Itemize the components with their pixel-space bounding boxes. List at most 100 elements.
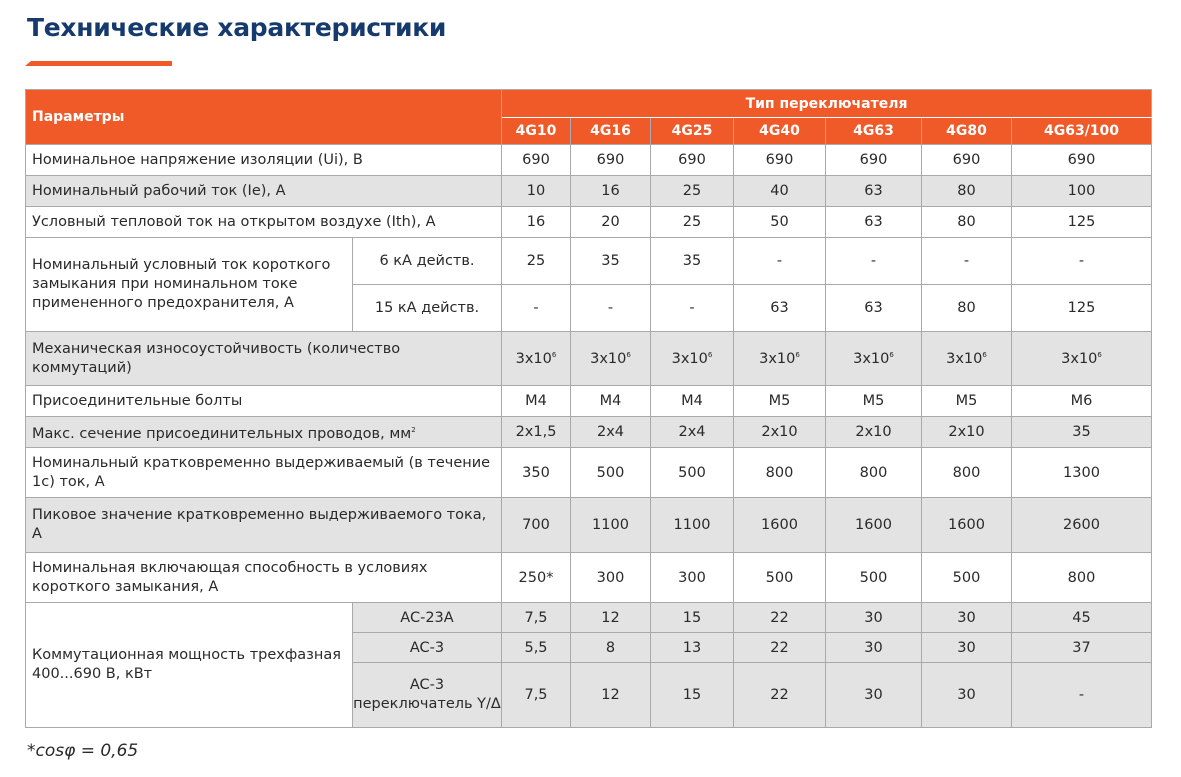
table-cell: 2x4 [570,416,651,448]
table-row: Номинальное напряжение изоляции (Ui), В … [25,144,1153,176]
table-row: Присоединительные болты M4 M4 M4 M5 M5 M… [25,385,1153,417]
table-cell: - [921,237,1012,285]
table-cell: 1100 [650,497,734,553]
table-cell: 2x10 [733,416,826,448]
table-row: Номинальный кратковременно выдерживаемый… [25,447,1153,498]
table-cell: 15 [650,662,734,728]
table-row: AC-3 5,5 8 13 22 30 30 37 [26,632,1153,663]
table-cell: 5,5 [501,632,571,663]
table-cell: 3x106 [733,331,826,386]
title-accent-bar [25,61,172,66]
table-cell: M4 [650,385,734,417]
row-sublabel: 15 кА действ. [352,284,502,332]
table-cell: 25 [650,206,734,238]
header-model: 4G80 [921,117,1012,145]
table-cell: 35 [650,237,734,285]
table-cell: 1600 [733,497,826,553]
table-cell: 50 [733,206,826,238]
specifications-table: Параметры Тип переключателя 4G10 4G16 4G… [25,89,1153,728]
table-cell: 10 [501,175,571,207]
table-cell: 500 [570,447,651,498]
table-cell: 690 [921,144,1012,176]
table-cell: 37 [1010,632,1153,663]
table-cell: 15 [650,602,734,633]
table-cell: 12 [570,662,651,728]
table-cell: 1300 [1010,447,1153,498]
table-cell: 13 [650,632,734,663]
table-cell: 3x106 [501,331,571,386]
table-cell: 690 [501,144,571,176]
table-cell: 25 [501,237,571,285]
table-cell: 30 [825,632,922,663]
table-row: Номинальная включающая способность в усл… [25,552,1153,603]
table-row: Пиковое значение кратковременно выдержив… [25,497,1153,553]
table-row: Макс. сечение присоединительных проводов… [25,416,1153,448]
header-model: 4G40 [733,117,826,145]
table-cell: 800 [733,447,826,498]
table-cell: 690 [570,144,651,176]
table-cell: 250* [501,552,571,603]
table-cell: M5 [733,385,826,417]
table-cell: 700 [501,497,571,553]
table-cell: 1100 [570,497,651,553]
row-label: Номинальная включающая способность в усл… [25,552,502,603]
table-cell: 125 [1010,284,1153,332]
table-cell: 63 [825,206,922,238]
header-model: 4G25 [650,117,734,145]
table-cell: 22 [733,602,826,633]
row-label: Номинальный кратковременно выдерживаемый… [25,447,502,498]
table-cell: 7,5 [501,662,571,728]
table-cell: 30 [921,632,1012,663]
table-cell: 16 [501,206,571,238]
table-cell: 3x106 [570,331,651,386]
table-row: Механическая износоустойчивость (количес… [25,331,1153,386]
table-cell: 8 [570,632,651,663]
table-cell: 30 [825,602,922,633]
table-cell: 80 [921,206,1012,238]
table-cell: 300 [570,552,651,603]
table-cell: M5 [825,385,922,417]
table-cell: 7,5 [501,602,571,633]
table-cell: 1600 [921,497,1012,553]
table-cell: 30 [921,662,1012,728]
table-cell: - [650,284,734,332]
header-model: 4G63/100 [1010,117,1153,145]
table-cell: 2x10 [921,416,1012,448]
table-cell: 3x106 [1010,331,1153,386]
table-cell: 30 [921,602,1012,633]
row-sublabel: AC-3 [352,632,502,663]
table-cell: 3x106 [921,331,1012,386]
row-sublabel: AC-3 переключатель Y/Δ [352,662,502,728]
row-sublabel: AC-23A [352,602,502,633]
table-cell: 63 [825,175,922,207]
table-cell: 2600 [1010,497,1153,553]
table-cell: 2x1,5 [501,416,571,448]
row-label: Условный тепловой ток на открытом воздух… [25,206,502,238]
table-cell: 16 [570,175,651,207]
header-model: 4G16 [570,117,651,145]
table-cell: 500 [650,447,734,498]
table-cell: - [825,237,922,285]
table-cell: 500 [921,552,1012,603]
table-cell: - [733,237,826,285]
table-cell: 500 [825,552,922,603]
table-cell: 80 [921,284,1012,332]
table-cell: 80 [921,175,1012,207]
table-cell: 500 [733,552,826,603]
row-label: Механическая износоустойчивость (количес… [25,331,502,386]
table-cell: 690 [825,144,922,176]
table-cell: 22 [733,662,826,728]
table-cell: 350 [501,447,571,498]
table-cell: 690 [1010,144,1153,176]
table-cell: 2x4 [650,416,734,448]
table-cell: 300 [650,552,734,603]
table-cell: 800 [825,447,922,498]
header-model: 4G10 [501,117,571,145]
row-label: Пиковое значение кратковременно выдержив… [25,497,502,553]
row-label: Номинальный условный ток короткого замык… [25,237,353,332]
row-label: Макс. сечение присоединительных проводов… [25,416,502,448]
table-cell: 45 [1010,602,1153,633]
table-cell: 25 [650,175,734,207]
header-model: 4G63 [825,117,922,145]
footnote: *cosφ = 0,65 [27,741,139,761]
